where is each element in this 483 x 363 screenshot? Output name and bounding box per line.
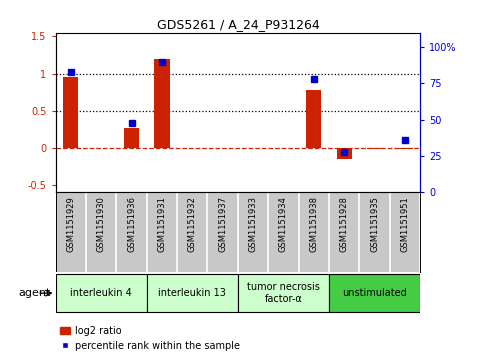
Bar <box>154 59 170 148</box>
FancyBboxPatch shape <box>329 274 420 312</box>
FancyBboxPatch shape <box>147 274 238 312</box>
Legend: log2 ratio, percentile rank within the sample: log2 ratio, percentile rank within the s… <box>60 326 240 351</box>
Text: interleukin 13: interleukin 13 <box>158 288 226 298</box>
Text: agent: agent <box>18 288 51 298</box>
Text: GSM1151931: GSM1151931 <box>157 196 167 252</box>
Text: unstimulated: unstimulated <box>342 288 407 298</box>
FancyBboxPatch shape <box>56 274 147 312</box>
Text: GSM1151938: GSM1151938 <box>309 196 318 252</box>
Text: GSM1151937: GSM1151937 <box>218 196 227 252</box>
Text: GSM1151934: GSM1151934 <box>279 196 288 252</box>
Bar <box>367 148 382 149</box>
Text: GSM1151928: GSM1151928 <box>340 196 349 252</box>
Text: GSM1151930: GSM1151930 <box>97 196 106 252</box>
Title: GDS5261 / A_24_P931264: GDS5261 / A_24_P931264 <box>156 19 319 32</box>
Text: GSM1151929: GSM1151929 <box>66 196 75 252</box>
Text: GSM1151933: GSM1151933 <box>249 196 257 252</box>
Bar <box>124 128 139 148</box>
Bar <box>398 148 412 149</box>
Text: GSM1151936: GSM1151936 <box>127 196 136 252</box>
Text: GSM1151935: GSM1151935 <box>370 196 379 252</box>
Bar <box>306 90 322 148</box>
Text: GSM1151951: GSM1151951 <box>400 196 410 252</box>
Text: GSM1151932: GSM1151932 <box>188 196 197 252</box>
Bar <box>337 148 352 159</box>
Bar <box>63 77 78 148</box>
Text: tumor necrosis
factor-α: tumor necrosis factor-α <box>247 282 320 304</box>
FancyBboxPatch shape <box>238 274 329 312</box>
Text: interleukin 4: interleukin 4 <box>70 288 132 298</box>
